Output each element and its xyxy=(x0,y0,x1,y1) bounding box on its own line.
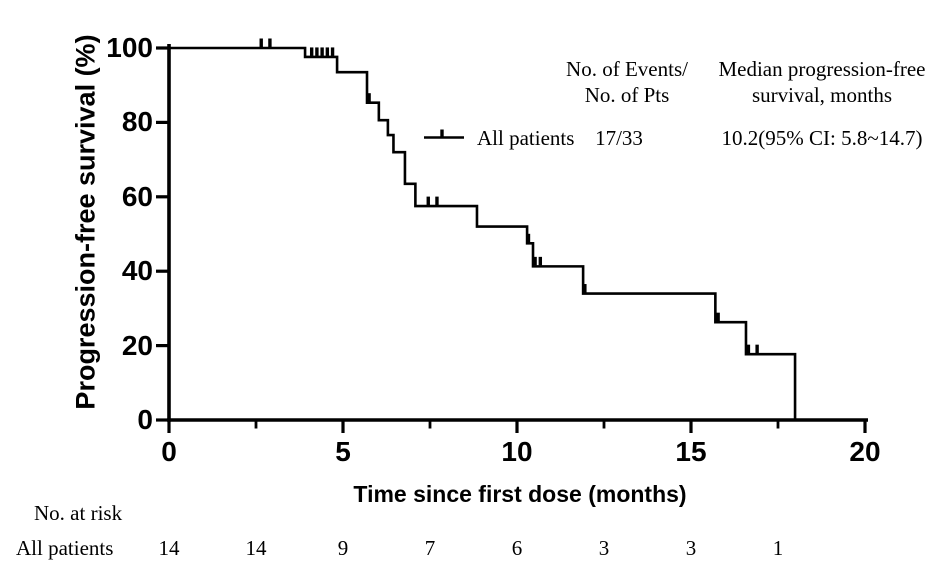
risk-value: 1 xyxy=(772,536,784,560)
legend-events-value: 17/33 xyxy=(595,126,643,150)
km-survival-curve xyxy=(169,46,797,420)
x-tick-label: 20 xyxy=(849,436,881,467)
y-tick-label: 40 xyxy=(121,255,153,287)
risk-value: 14 xyxy=(158,536,180,560)
events-column-header: No. of Events/ No. of Pts xyxy=(517,56,737,108)
legend-series-label: All patients xyxy=(477,126,575,150)
risk-value: 3 xyxy=(598,536,610,560)
median-header-line2: survival, months xyxy=(752,83,892,107)
y-tick-label: 60 xyxy=(121,180,153,212)
y-tick-label: 80 xyxy=(121,106,153,138)
events-header-line2: No. of Pts xyxy=(584,83,670,107)
median-column-header: Median progression-free survival, months xyxy=(702,56,931,108)
x-tick-label: 5 xyxy=(335,436,351,467)
risk-table-caption: No. at risk xyxy=(34,501,123,525)
x-tick-label: 10 xyxy=(501,436,533,467)
x-tick-label: 0 xyxy=(161,436,177,467)
x-tick-label: 15 xyxy=(675,436,707,467)
legend-median-value: 10.2(95% CI: 5.8~14.7) xyxy=(721,126,923,150)
risk-value: 14 xyxy=(245,536,267,560)
risk-value: 7 xyxy=(424,536,436,560)
events-header-line1: No. of Events/ xyxy=(566,57,688,81)
risk-value: 6 xyxy=(511,536,523,560)
risk-value: 9 xyxy=(337,536,349,560)
censor-line-marker-icon xyxy=(424,129,464,139)
x-axis-title: Time since first dose (months) xyxy=(353,481,687,507)
risk-row-label: All patients xyxy=(16,536,114,560)
median-header-line1: Median progression-free xyxy=(718,57,926,81)
y-tick-label: 20 xyxy=(121,329,153,361)
y-tick-label: 0 xyxy=(137,404,153,435)
risk-value: 3 xyxy=(685,536,697,560)
y-tick-label: 100 xyxy=(106,32,153,63)
